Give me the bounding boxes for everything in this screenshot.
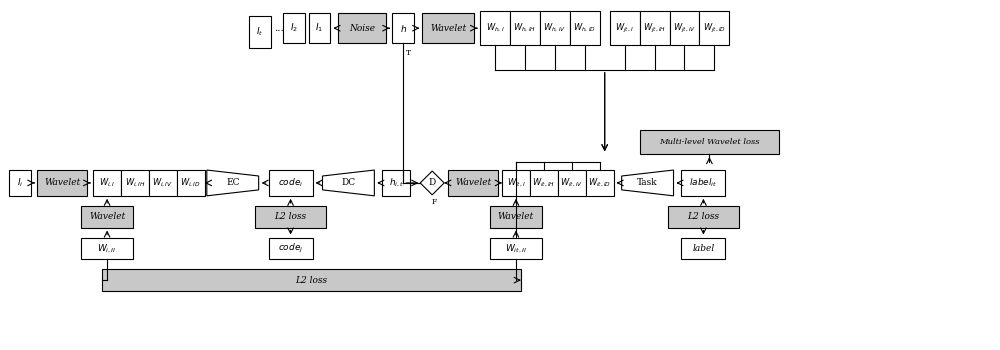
FancyBboxPatch shape xyxy=(382,170,410,196)
FancyBboxPatch shape xyxy=(570,11,600,45)
Text: label: label xyxy=(692,244,715,253)
FancyBboxPatch shape xyxy=(249,16,271,48)
FancyBboxPatch shape xyxy=(149,170,177,196)
Text: $W_{jt,IV}$: $W_{jt,IV}$ xyxy=(673,22,696,35)
FancyBboxPatch shape xyxy=(681,170,725,196)
FancyBboxPatch shape xyxy=(81,206,133,228)
Text: Wavelet: Wavelet xyxy=(430,24,466,33)
Text: $W_{it,IV}$: $W_{it,IV}$ xyxy=(560,177,583,189)
Text: $W_{it,II}$: $W_{it,II}$ xyxy=(505,242,527,254)
Text: $h_{i,t}$: $h_{i,t}$ xyxy=(389,177,404,189)
FancyBboxPatch shape xyxy=(640,130,779,154)
Text: $W_{i,II}$: $W_{i,II}$ xyxy=(97,242,117,254)
Text: Wavelet: Wavelet xyxy=(44,178,80,188)
FancyBboxPatch shape xyxy=(530,170,558,196)
Text: $W_{jt,IH}$: $W_{jt,IH}$ xyxy=(643,22,666,35)
FancyBboxPatch shape xyxy=(681,238,725,259)
Text: $I_2$: $I_2$ xyxy=(290,22,298,34)
FancyBboxPatch shape xyxy=(422,13,474,43)
Text: $W_{i,IH}$: $W_{i,IH}$ xyxy=(125,177,145,189)
Text: $W_{i,IV}$: $W_{i,IV}$ xyxy=(152,177,173,189)
FancyBboxPatch shape xyxy=(255,206,326,228)
Polygon shape xyxy=(420,171,444,195)
FancyBboxPatch shape xyxy=(81,238,133,259)
Text: $W_{h,IV}$: $W_{h,IV}$ xyxy=(543,22,566,34)
FancyBboxPatch shape xyxy=(177,170,205,196)
Text: $W_{h,IH}$: $W_{h,IH}$ xyxy=(513,22,536,34)
FancyBboxPatch shape xyxy=(699,11,729,45)
Text: L2 loss: L2 loss xyxy=(687,212,719,221)
FancyBboxPatch shape xyxy=(269,170,313,196)
FancyBboxPatch shape xyxy=(558,170,586,196)
Polygon shape xyxy=(322,170,374,196)
Text: D: D xyxy=(429,178,436,188)
FancyBboxPatch shape xyxy=(640,11,670,45)
FancyBboxPatch shape xyxy=(309,13,330,43)
Text: $label_{it}$: $label_{it}$ xyxy=(689,177,718,189)
FancyBboxPatch shape xyxy=(502,170,530,196)
Text: Multi-level Wavelet loss: Multi-level Wavelet loss xyxy=(659,138,760,146)
FancyBboxPatch shape xyxy=(490,238,542,259)
Text: F: F xyxy=(432,198,437,206)
Text: Wavelet: Wavelet xyxy=(455,178,491,188)
Text: Wavelet: Wavelet xyxy=(89,212,125,221)
Text: T: T xyxy=(406,49,411,57)
Text: $W_{it,I}$: $W_{it,I}$ xyxy=(507,177,525,189)
Text: $I_t$: $I_t$ xyxy=(256,26,263,38)
Text: L2 loss: L2 loss xyxy=(295,276,328,285)
Text: $code_i$: $code_i$ xyxy=(278,177,303,189)
FancyBboxPatch shape xyxy=(338,13,386,43)
FancyBboxPatch shape xyxy=(510,11,540,45)
Text: $W_{h,ID}$: $W_{h,ID}$ xyxy=(573,22,596,34)
FancyBboxPatch shape xyxy=(668,206,739,228)
FancyBboxPatch shape xyxy=(283,13,305,43)
FancyBboxPatch shape xyxy=(480,11,510,45)
FancyBboxPatch shape xyxy=(586,170,614,196)
Text: $W_{i,ID}$: $W_{i,ID}$ xyxy=(180,177,201,189)
Polygon shape xyxy=(207,170,259,196)
Text: Wavelet: Wavelet xyxy=(498,212,534,221)
Text: DC: DC xyxy=(341,178,355,188)
FancyBboxPatch shape xyxy=(490,206,542,228)
FancyBboxPatch shape xyxy=(102,269,521,291)
Text: $W_{h,I}$: $W_{h,I}$ xyxy=(486,22,504,34)
Text: $W_{i,I}$: $W_{i,I}$ xyxy=(99,177,115,189)
Polygon shape xyxy=(622,170,674,196)
FancyBboxPatch shape xyxy=(269,238,313,259)
Text: $I_i$: $I_i$ xyxy=(17,177,24,189)
Text: $W_{it,ID}$: $W_{it,ID}$ xyxy=(588,177,611,189)
FancyBboxPatch shape xyxy=(9,170,31,196)
Text: $W_{it,IH}$: $W_{it,IH}$ xyxy=(532,177,555,189)
Text: EC: EC xyxy=(226,178,239,188)
FancyBboxPatch shape xyxy=(670,11,699,45)
FancyBboxPatch shape xyxy=(448,170,498,196)
FancyBboxPatch shape xyxy=(610,11,640,45)
Text: Noise: Noise xyxy=(349,24,375,33)
FancyBboxPatch shape xyxy=(93,170,121,196)
Text: L2 loss: L2 loss xyxy=(275,212,307,221)
Text: $I_1$: $I_1$ xyxy=(315,22,324,34)
Text: $h$: $h$ xyxy=(400,23,407,34)
Text: $W_{jt,I}$: $W_{jt,I}$ xyxy=(615,22,634,35)
FancyBboxPatch shape xyxy=(121,170,149,196)
Text: $W_{jt,ID}$: $W_{jt,ID}$ xyxy=(703,22,726,35)
Text: $code_j$: $code_j$ xyxy=(278,242,303,255)
FancyBboxPatch shape xyxy=(37,170,87,196)
FancyBboxPatch shape xyxy=(540,11,570,45)
Text: ...: ... xyxy=(274,24,283,33)
FancyBboxPatch shape xyxy=(392,13,414,43)
Text: Task: Task xyxy=(637,178,658,188)
